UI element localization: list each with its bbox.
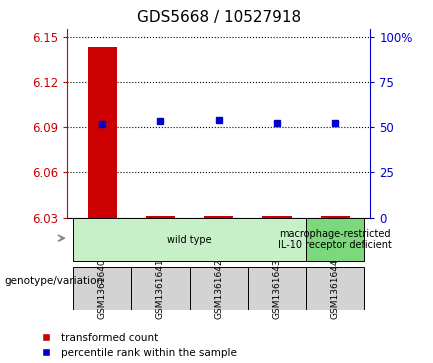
FancyBboxPatch shape — [73, 218, 306, 261]
FancyBboxPatch shape — [190, 267, 248, 310]
Text: wild type: wild type — [167, 234, 212, 245]
Text: GSM1361643: GSM1361643 — [272, 258, 281, 319]
Title: GDS5668 / 10527918: GDS5668 / 10527918 — [136, 10, 301, 25]
Bar — [321, 216, 350, 218]
Text: macrophage-restricted
IL-10 receptor deficient: macrophage-restricted IL-10 receptor def… — [278, 229, 392, 250]
FancyBboxPatch shape — [248, 267, 306, 310]
Bar — [87, 47, 116, 218]
FancyBboxPatch shape — [131, 267, 190, 310]
Text: GSM1361644: GSM1361644 — [331, 258, 340, 319]
Legend: transformed count, percentile rank within the sample: transformed count, percentile rank withi… — [36, 333, 236, 358]
FancyBboxPatch shape — [306, 218, 365, 261]
Text: GSM1361640: GSM1361640 — [97, 258, 107, 319]
FancyBboxPatch shape — [73, 267, 131, 310]
FancyBboxPatch shape — [306, 267, 365, 310]
Text: GSM1361641: GSM1361641 — [156, 258, 165, 319]
Bar — [204, 216, 233, 218]
Bar — [262, 216, 291, 218]
Text: GSM1361642: GSM1361642 — [214, 258, 223, 319]
Bar — [146, 216, 175, 218]
Text: genotype/variation: genotype/variation — [4, 276, 103, 286]
